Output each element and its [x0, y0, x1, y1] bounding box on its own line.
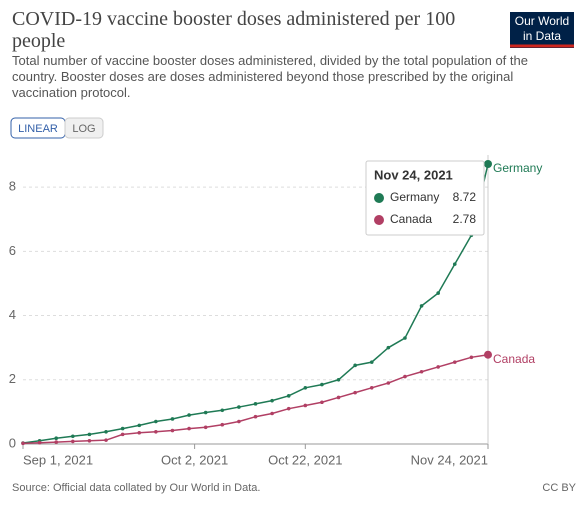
point	[253, 402, 258, 406]
log-button[interactable]	[64, 117, 104, 139]
point	[21, 441, 25, 446]
chart-title: COVID-19 vaccine booster doses administe…	[12, 8, 455, 52]
license: CC BY	[542, 482, 576, 494]
point	[369, 360, 374, 364]
source: Source: Official data collated by Our Wo…	[12, 482, 260, 494]
y-tick-label: 0	[9, 435, 16, 450]
series-label: Germany	[493, 161, 542, 175]
point	[37, 440, 42, 445]
point	[154, 419, 158, 424]
tooltip-name: Germany	[390, 190, 439, 204]
y-tick-label: 6	[9, 243, 16, 258]
tooltip-date: Nov 24, 2021	[374, 167, 453, 182]
x-tick-label: Oct 2, 2021	[161, 452, 228, 467]
point	[120, 426, 125, 431]
logo-box	[510, 12, 574, 48]
point	[253, 414, 258, 419]
point	[220, 408, 225, 413]
tooltip-box	[365, 160, 485, 236]
point	[71, 439, 75, 444]
point	[54, 440, 59, 444]
point	[469, 355, 474, 360]
x-tick-label: Nov 24, 2021	[411, 452, 488, 467]
tooltip-name: Canada	[390, 212, 432, 226]
point	[104, 438, 108, 442]
point	[87, 432, 92, 437]
point	[203, 425, 208, 430]
button-label[interactable]: LOG	[72, 123, 95, 135]
point	[452, 360, 457, 364]
point	[320, 400, 324, 405]
point	[170, 428, 175, 433]
point	[353, 363, 357, 368]
point	[484, 350, 492, 359]
point	[320, 382, 324, 387]
logo-text: Our World	[515, 14, 569, 28]
point	[353, 390, 357, 395]
series-label: Canada	[493, 352, 535, 366]
point	[286, 394, 291, 398]
subtitle: Total number of vaccine booster doses ad…	[12, 53, 528, 100]
subtitle-text: Total number of vaccine booster doses ad…	[12, 53, 528, 100]
point	[187, 426, 191, 431]
point	[71, 434, 75, 439]
point	[403, 374, 407, 379]
point	[436, 365, 440, 369]
point	[386, 345, 391, 350]
point	[120, 432, 125, 437]
point	[386, 381, 391, 385]
y-tick-label: 4	[9, 307, 16, 322]
point	[137, 423, 142, 428]
y-tick-label: 8	[9, 179, 16, 194]
point	[419, 304, 424, 308]
point	[369, 386, 374, 390]
x-tick-label: Sep 1, 2021	[23, 452, 93, 467]
point	[452, 262, 457, 266]
point	[137, 430, 142, 435]
point	[54, 436, 59, 441]
point	[403, 336, 407, 340]
tooltip-swatch	[374, 215, 384, 225]
point	[270, 398, 274, 403]
logo-text: in Data	[523, 29, 561, 43]
point	[436, 291, 440, 295]
point	[484, 159, 492, 168]
point	[220, 422, 225, 427]
series-line	[22, 353, 489, 445]
point	[104, 429, 108, 434]
point	[87, 438, 92, 443]
x-tick-label: Oct 22, 2021	[268, 452, 342, 467]
tooltip-value: 8.72	[453, 190, 477, 204]
point	[286, 406, 291, 411]
tooltip-swatch	[374, 193, 384, 203]
point	[187, 413, 191, 417]
point	[237, 405, 241, 409]
tooltip: Nov 24, 2021 Germany 8.72 Canada 2.78	[365, 160, 485, 236]
point	[237, 419, 241, 424]
tooltip-value: 2.78	[453, 212, 477, 226]
point	[170, 417, 175, 421]
point	[203, 410, 208, 415]
point	[336, 395, 341, 400]
point	[303, 386, 308, 390]
point	[419, 369, 424, 374]
point	[154, 429, 158, 434]
y-tick-label: 2	[9, 371, 16, 386]
point	[336, 377, 341, 382]
point	[303, 403, 308, 408]
point	[270, 411, 274, 416]
button-label[interactable]: LINEAR	[18, 123, 58, 135]
